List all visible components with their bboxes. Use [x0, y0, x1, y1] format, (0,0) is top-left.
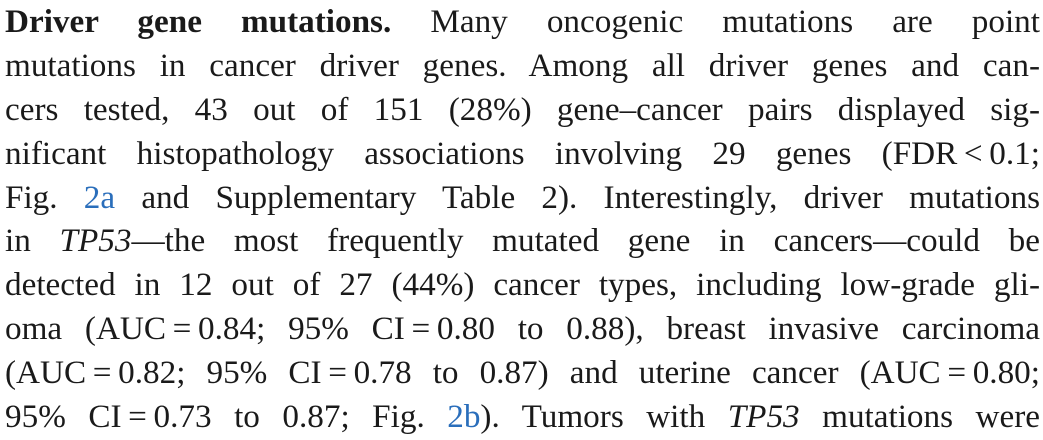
- text-line: cers tested, 43 out of 151 (28%) gene–ca…: [5, 88, 1040, 132]
- text-line: mutations in cancer driver genes. Among …: [5, 44, 1040, 88]
- section-heading: Driver gene mutations.: [5, 3, 392, 40]
- line-text: oma (AUC = 0.84; 95% CI = 0.80 to 0.88),…: [5, 310, 1040, 348]
- text-line: 95% CI = 0.73 to 0.87; Fig. 2b). Tumors …: [5, 395, 1040, 439]
- figure-link-2a[interactable]: 2a: [83, 178, 116, 216]
- gene-name: TP53: [59, 222, 132, 260]
- text-line: nificant histopathology associations inv…: [5, 132, 1040, 176]
- text-line: Driver gene mutations. Many oncogenic mu…: [5, 0, 1040, 44]
- figure-link-2b[interactable]: 2b: [447, 398, 481, 436]
- line-text: in: [5, 222, 60, 260]
- line-text: ). Tumors with: [480, 398, 728, 436]
- text-line: in TP53—the most frequently mutated gene…: [5, 219, 1040, 263]
- gene-name: TP53: [727, 398, 800, 436]
- line-text: (AUC = 0.82; 95% CI = 0.78 to 0.87) and …: [5, 354, 1040, 392]
- text-line: detected in 12 out of 27 (44%) cancer ty…: [5, 263, 1040, 307]
- line-text: 95% CI = 0.73 to 0.87; Fig.: [5, 398, 448, 436]
- line-text: cers tested, 43 out of 151 (28%) gene–ca…: [5, 90, 1040, 128]
- line-text: mutations were: [799, 398, 1040, 436]
- text-line: Fig. 2a and Supplementary Table 2). Inte…: [5, 176, 1040, 220]
- line-text: Fig.: [5, 178, 84, 216]
- line-text: and Supplementary Table 2). Interestingl…: [115, 178, 1040, 216]
- text-line: oma (AUC = 0.84; 95% CI = 0.80 to 0.88),…: [5, 307, 1040, 351]
- line-text: detected in 12 out of 27 (44%) cancer ty…: [5, 266, 1040, 304]
- line-text: mutations in cancer driver genes. Among …: [5, 46, 1040, 84]
- line-text: —the most frequently mutated gene in can…: [131, 222, 1040, 260]
- text-line: (AUC = 0.82; 95% CI = 0.78 to 0.87) and …: [5, 351, 1040, 395]
- line-text: Many oncogenic mutations are point: [391, 3, 1040, 40]
- body-paragraph: Driver gene mutations. Many oncogenic mu…: [5, 0, 1040, 439]
- line-text: nificant histopathology associations inv…: [5, 134, 1040, 172]
